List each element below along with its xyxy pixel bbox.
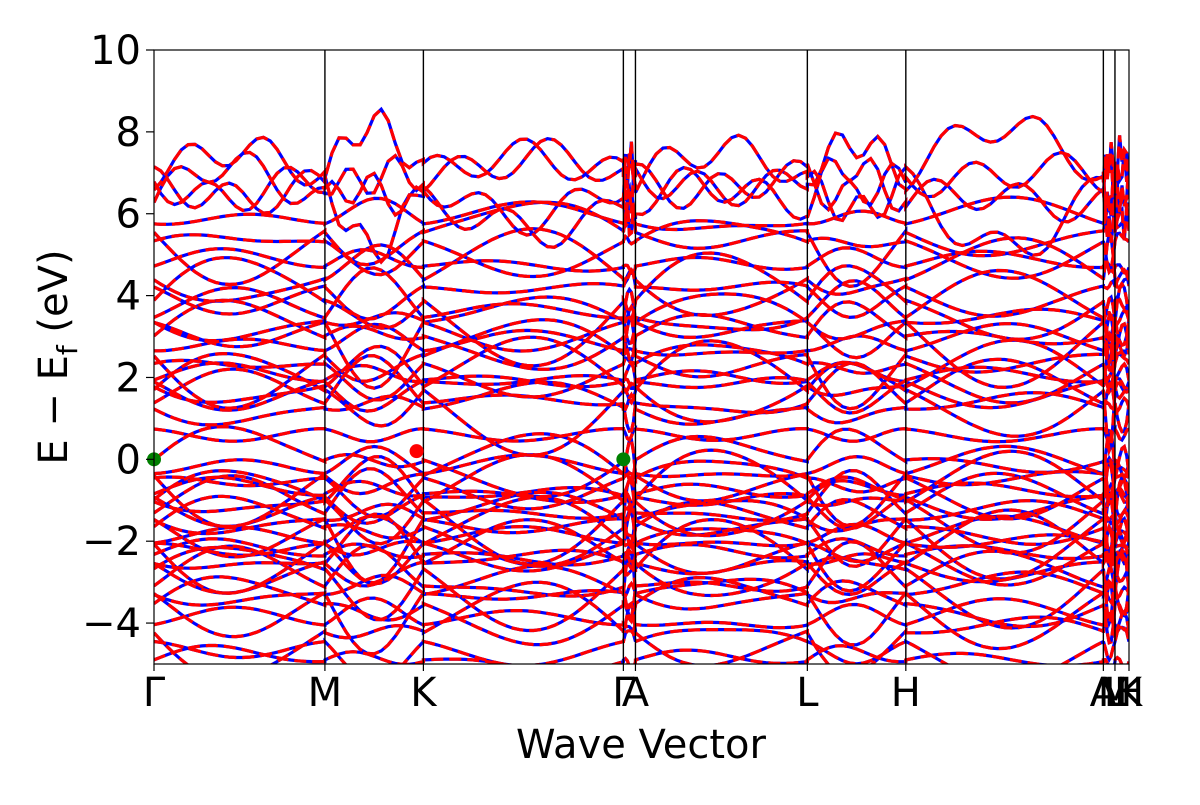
band-line-dashed xyxy=(154,475,1129,506)
band-line-dashed xyxy=(154,424,1129,499)
band-line-dashed xyxy=(154,322,1129,357)
band-line-dashed xyxy=(154,267,1129,321)
band-line-dashed xyxy=(154,136,1129,213)
kpoint-label: K xyxy=(1116,670,1144,716)
y-tick-label: −4 xyxy=(82,601,141,647)
band-line-dashed xyxy=(154,227,1129,318)
svg-text:E − Ef (eV): E − Ef (eV) xyxy=(31,249,84,464)
band-line-dashed xyxy=(154,449,1129,538)
band-line-dashed xyxy=(154,444,1129,479)
x-axis-label: Wave Vector xyxy=(516,722,767,768)
band-lines xyxy=(154,106,1129,664)
band-line-dashed xyxy=(154,294,1129,343)
band-line-dashed xyxy=(154,564,1129,611)
kpoint-label: M xyxy=(1098,670,1133,716)
band-line-dashed xyxy=(154,494,1129,568)
band-edge-marker xyxy=(616,452,631,467)
band-line-dashed xyxy=(154,150,1129,249)
kpoint-label-overlap: H xyxy=(1114,670,1144,716)
y-tick-label: 8 xyxy=(116,110,141,156)
band-line-dashed xyxy=(154,527,1129,587)
band-line-dashed xyxy=(154,596,1129,632)
band-line-dashed xyxy=(154,537,1129,568)
band-line-solid xyxy=(154,564,1129,611)
band-line-dashed xyxy=(154,467,1129,545)
band-line-dashed xyxy=(154,428,1129,529)
y-tick-label: 2 xyxy=(116,355,141,401)
band-line-dashed xyxy=(154,339,1129,457)
band-line-dashed xyxy=(154,314,1129,411)
y-axis-ticks: −4 −2 0 2 4 6 8 10 xyxy=(82,28,154,647)
kpoint-label: M xyxy=(308,670,343,716)
band-line-dashed xyxy=(154,246,1129,276)
band-line-solid xyxy=(154,643,1129,664)
band-line-dashed xyxy=(154,540,1129,620)
band-line-dashed xyxy=(154,424,1129,444)
band-line-dashed xyxy=(154,448,1129,566)
band-line-dashed xyxy=(154,133,1129,265)
y-axis-label: E − Ef (eV) xyxy=(31,249,84,464)
y-tick-label: 10 xyxy=(90,28,141,74)
band-line-dashed xyxy=(154,191,1129,289)
band-line-dashed xyxy=(154,547,1129,656)
kpoint-divider-lines xyxy=(324,50,1116,664)
band-line-dashed xyxy=(154,281,1129,390)
y-axis-label-sub: f xyxy=(51,344,84,355)
y-tick-label: −2 xyxy=(82,519,141,565)
band-line-dashed xyxy=(154,360,1129,415)
y-tick-label: 6 xyxy=(116,192,141,238)
kpoint-label: H xyxy=(891,670,921,716)
kpoint-label: A xyxy=(622,670,650,716)
band-line-dashed xyxy=(154,266,1129,348)
band-line-dashed xyxy=(154,335,1129,424)
band-line-dashed xyxy=(154,474,1129,531)
band-edge-marker xyxy=(409,444,424,459)
kpoint-label: Γ xyxy=(143,670,166,716)
band-line-dashed xyxy=(154,380,1129,427)
band-line-dashed xyxy=(154,643,1129,664)
band-line-dashed xyxy=(154,508,1129,598)
band-edge-markers xyxy=(147,444,631,467)
band-line-dashed xyxy=(154,195,1129,232)
band-line-solid xyxy=(154,106,1129,214)
band-line-dashed xyxy=(154,492,1129,595)
kpoint-label: A xyxy=(1090,670,1118,716)
kpoint-label: Γ xyxy=(612,670,635,716)
band-line-dashed xyxy=(154,539,1129,597)
kpoint-label: K xyxy=(410,670,438,716)
band-line-dashed xyxy=(154,251,1129,369)
band-line-dashed xyxy=(154,490,1129,537)
band-line-dashed xyxy=(154,473,1129,585)
band-line-dashed xyxy=(154,360,1129,390)
kpoint-label-overlap: L xyxy=(1104,670,1127,716)
band-line-dashed xyxy=(154,106,1129,214)
kpoint-label: L xyxy=(796,670,819,716)
band-line-solid xyxy=(154,424,1129,499)
y-tick-label: 0 xyxy=(116,437,141,483)
band-line-dashed xyxy=(154,514,1129,550)
y-axis-label-unit: (eV) xyxy=(31,249,77,345)
plot-frame xyxy=(153,49,1130,665)
band-line-dashed xyxy=(154,459,1129,521)
y-tick-label: 4 xyxy=(116,274,141,320)
band-line-dashed xyxy=(154,625,1129,664)
band-line-dashed xyxy=(154,354,1129,434)
band-line-dashed xyxy=(154,578,1129,664)
y-axis-label-main: E − E xyxy=(31,355,77,465)
band-line-dashed xyxy=(154,219,1129,280)
